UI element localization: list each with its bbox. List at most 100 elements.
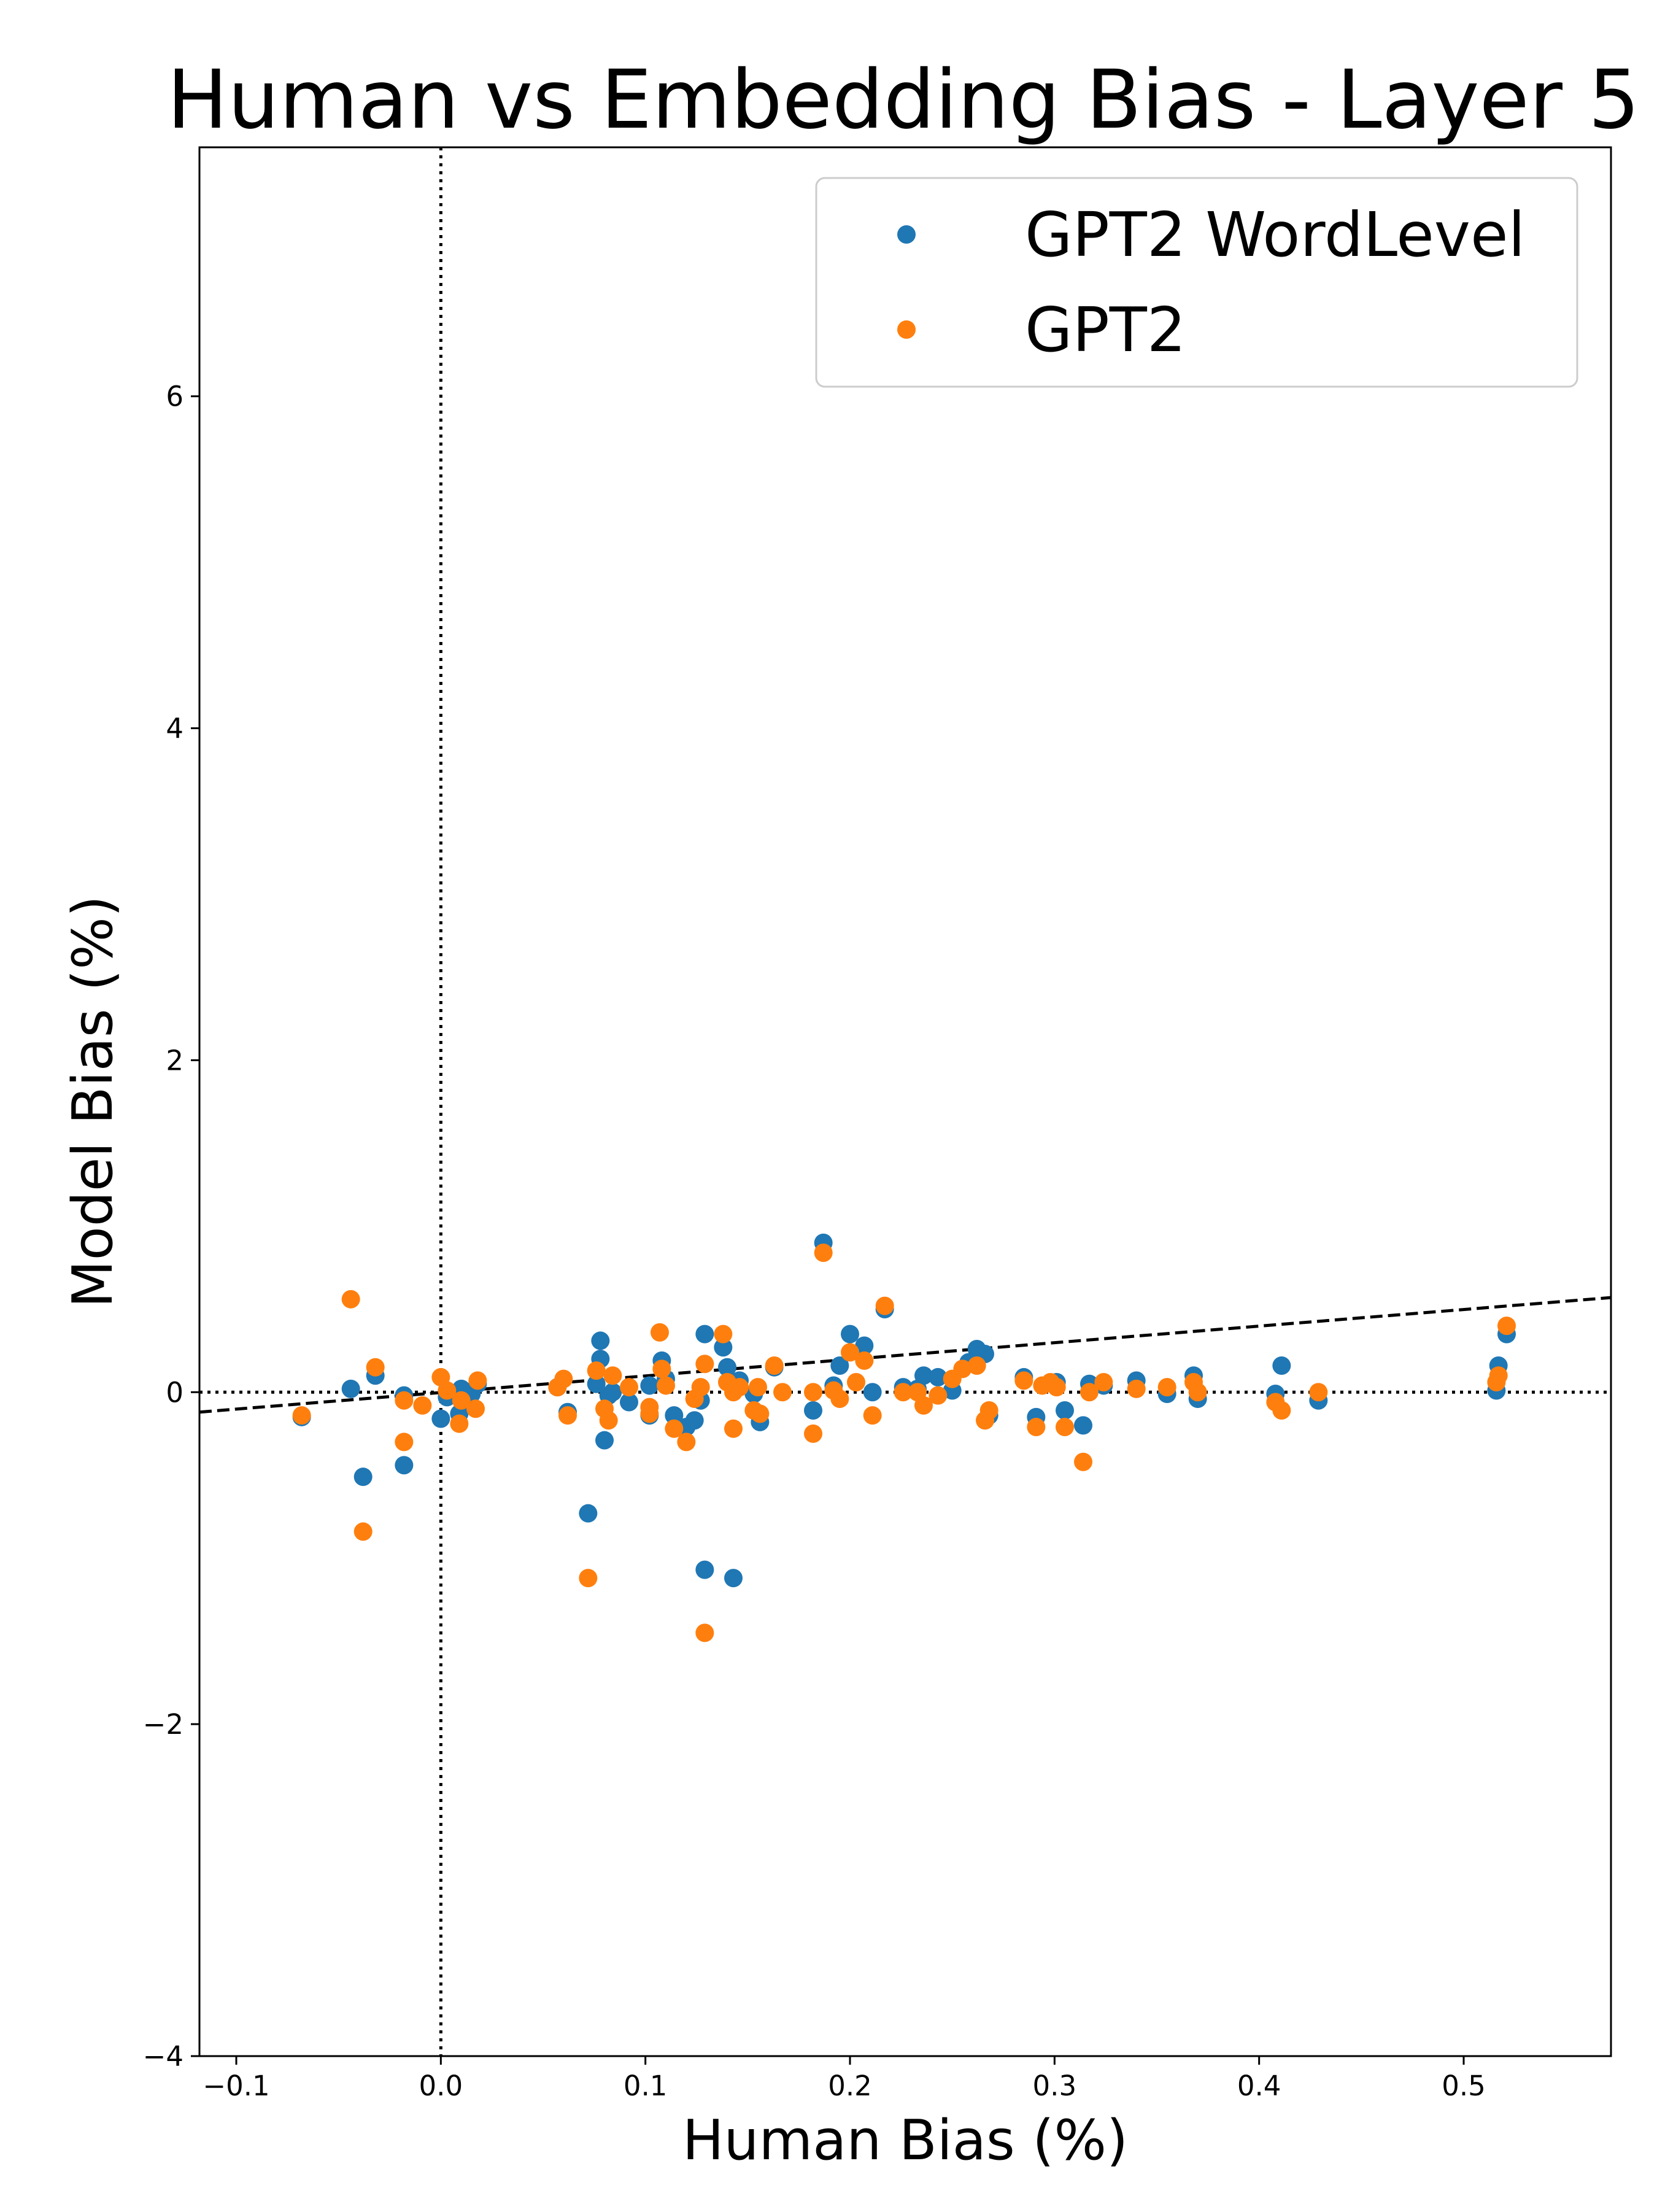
x-axis-label: Human Bias (%) bbox=[682, 2108, 1128, 2173]
data-point-gpt2 bbox=[677, 1433, 696, 1452]
legend-label-gpt2-wordlevel: GPT2 WordLevel bbox=[1025, 199, 1525, 271]
legend-marker-gpt2-wordlevel bbox=[897, 225, 916, 244]
data-point-gpt2 bbox=[450, 1414, 469, 1433]
data-point-gpt2 bbox=[468, 1371, 487, 1390]
data-point-gpt2 bbox=[863, 1406, 882, 1425]
data-point-gpt2 bbox=[953, 1359, 972, 1379]
data-point-gpt2 bbox=[1047, 1378, 1066, 1397]
data-point-gpt2 bbox=[714, 1324, 733, 1344]
data-point-gpt2 bbox=[914, 1396, 933, 1415]
trend-line-layer bbox=[199, 1296, 1612, 1414]
data-point-gpt2 bbox=[749, 1378, 767, 1397]
data-point-gpt2 bbox=[1127, 1379, 1146, 1398]
data-point-gpt2 bbox=[929, 1386, 948, 1405]
x-tick-label: 0.2 bbox=[828, 2070, 872, 2102]
data-point-gpt2 bbox=[1309, 1383, 1328, 1402]
data-point-gpt2 bbox=[773, 1383, 792, 1402]
data-point-gpt2 bbox=[1188, 1383, 1207, 1402]
data-point-gpt2 bbox=[804, 1383, 822, 1402]
chart-title: Human vs Embedding Bias - Layer 5 bbox=[167, 53, 1640, 147]
data-point-gpt2 bbox=[413, 1396, 432, 1415]
data-point-gpt2 bbox=[341, 1290, 360, 1309]
data-point-gpt2 bbox=[620, 1378, 638, 1397]
x-tick-label: 0.4 bbox=[1237, 2070, 1281, 2102]
data-point-gpt2 bbox=[395, 1391, 414, 1410]
data-point-gpt2 bbox=[452, 1391, 471, 1410]
data-point-gpt2 bbox=[558, 1406, 577, 1425]
axis-ticks: −0.1 0.0 0.1 0.2 0.3 0.4 0.5 −4 −2 0 2 4 6 bbox=[143, 381, 1486, 2102]
data-point-gpt2-wordlevel bbox=[665, 1406, 684, 1425]
data-point-gpt2 bbox=[724, 1419, 743, 1438]
legend-box bbox=[815, 177, 1578, 388]
data-point-gpt2 bbox=[657, 1376, 675, 1395]
data-point-gpt2-wordlevel bbox=[695, 1324, 714, 1344]
data-point-gpt2 bbox=[847, 1373, 865, 1392]
data-point-gpt2 bbox=[1014, 1371, 1033, 1390]
y-tick-label: 0 bbox=[166, 1376, 183, 1409]
data-point-gpt2-wordlevel bbox=[929, 1367, 948, 1386]
data-point-gpt2 bbox=[1497, 1317, 1516, 1336]
data-point-gpt2 bbox=[765, 1356, 784, 1375]
data-point-gpt2 bbox=[814, 1243, 833, 1263]
data-point-gpt2 bbox=[599, 1411, 618, 1430]
data-point-gpt2-wordlevel bbox=[863, 1383, 882, 1402]
data-point-gpt2 bbox=[665, 1419, 684, 1438]
data-point-gpt2-wordlevel bbox=[724, 1569, 743, 1588]
data-points bbox=[292, 1233, 1516, 1642]
data-point-gpt2-wordlevel bbox=[804, 1401, 822, 1420]
y-axis-label: Model Bias (%) bbox=[61, 895, 125, 1308]
data-point-gpt2 bbox=[979, 1401, 998, 1420]
data-point-gpt2 bbox=[751, 1404, 770, 1423]
data-point-gpt2-wordlevel bbox=[1074, 1416, 1092, 1435]
data-point-gpt2 bbox=[894, 1383, 913, 1402]
data-point-gpt2 bbox=[1094, 1373, 1113, 1392]
data-point-gpt2 bbox=[695, 1355, 714, 1374]
data-point-gpt2-wordlevel bbox=[830, 1356, 849, 1375]
series-gpt2 bbox=[292, 1243, 1516, 1642]
data-point-gpt2-wordlevel bbox=[841, 1324, 859, 1344]
data-point-gpt2-wordlevel bbox=[855, 1336, 874, 1355]
trend-line bbox=[199, 1296, 1612, 1414]
data-point-gpt2 bbox=[1027, 1418, 1046, 1437]
data-point-gpt2 bbox=[841, 1343, 859, 1362]
data-point-gpt2 bbox=[640, 1404, 659, 1423]
data-point-gpt2-wordlevel bbox=[587, 1374, 606, 1393]
y-tick-label: 6 bbox=[166, 381, 183, 413]
legend-label-gpt2: GPT2 bbox=[1025, 294, 1186, 366]
data-point-gpt2-wordlevel bbox=[914, 1366, 933, 1385]
data-point-gpt2 bbox=[1489, 1366, 1508, 1385]
data-point-gpt2 bbox=[1080, 1383, 1099, 1402]
x-tick-label: 0.3 bbox=[1033, 2070, 1077, 2102]
legend-marker-gpt2 bbox=[897, 320, 916, 339]
data-point-gpt2-wordlevel bbox=[579, 1504, 598, 1523]
data-point-gpt2-wordlevel bbox=[640, 1376, 659, 1395]
data-point-gpt2 bbox=[1074, 1452, 1092, 1471]
data-point-gpt2 bbox=[438, 1381, 457, 1400]
data-point-gpt2-wordlevel bbox=[1272, 1356, 1291, 1375]
data-point-gpt2-wordlevel bbox=[685, 1411, 704, 1430]
data-point-gpt2 bbox=[395, 1433, 414, 1452]
data-point-gpt2 bbox=[691, 1378, 710, 1397]
data-point-gpt2 bbox=[651, 1323, 669, 1342]
data-point-gpt2-wordlevel bbox=[341, 1379, 360, 1398]
x-tick-label: 0.0 bbox=[419, 2070, 463, 2102]
data-point-gpt2-wordlevel bbox=[1056, 1401, 1074, 1420]
data-point-gpt2 bbox=[466, 1399, 485, 1418]
data-point-gpt2-wordlevel bbox=[695, 1560, 714, 1579]
data-point-gpt2-wordlevel bbox=[591, 1331, 610, 1350]
data-point-gpt2 bbox=[587, 1361, 606, 1380]
plot-frame bbox=[198, 146, 1612, 2057]
x-tick-label: 0.5 bbox=[1442, 2070, 1486, 2102]
data-point-gpt2-wordlevel bbox=[353, 1468, 373, 1487]
data-point-gpt2 bbox=[579, 1569, 598, 1588]
y-tick-label: 4 bbox=[166, 713, 183, 745]
data-point-gpt2 bbox=[875, 1296, 894, 1315]
data-point-gpt2 bbox=[830, 1390, 849, 1409]
data-point-gpt2 bbox=[804, 1424, 822, 1443]
x-tick-label: −0.1 bbox=[203, 2070, 269, 2102]
data-point-gpt2-wordlevel bbox=[714, 1338, 733, 1357]
data-point-gpt2 bbox=[292, 1406, 311, 1425]
data-point-gpt2 bbox=[855, 1351, 874, 1370]
